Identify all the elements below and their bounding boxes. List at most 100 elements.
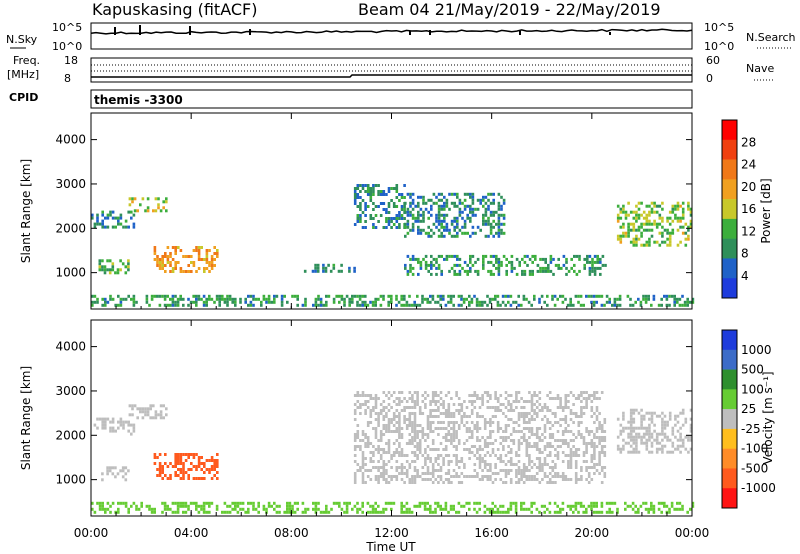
data-cell xyxy=(149,404,152,408)
data-cell xyxy=(543,436,547,439)
data-cell xyxy=(502,222,506,226)
data-cell xyxy=(437,481,440,484)
data-cell xyxy=(494,472,497,475)
data-cell xyxy=(101,259,104,263)
data-cell xyxy=(580,466,583,469)
data-cell xyxy=(364,412,367,415)
data-cell xyxy=(434,510,437,514)
data-cell xyxy=(413,403,417,406)
data-cell xyxy=(382,451,386,454)
data-cell xyxy=(668,231,672,235)
data-cell xyxy=(574,415,578,418)
data-cell xyxy=(156,474,159,477)
data-cell xyxy=(574,475,578,478)
data-cell xyxy=(447,510,450,514)
data-cell xyxy=(444,504,448,508)
data-cell xyxy=(592,504,596,508)
data-cell xyxy=(668,438,672,442)
data-cell xyxy=(121,469,125,473)
data-cell xyxy=(443,207,446,211)
data-cell xyxy=(442,436,445,439)
data-cell xyxy=(127,469,130,473)
data-cell xyxy=(644,300,648,304)
data-cell xyxy=(650,420,654,424)
data-cell xyxy=(421,412,425,415)
data-cell xyxy=(456,231,459,235)
data-cell xyxy=(241,507,245,511)
data-cell xyxy=(361,226,365,229)
data-cell xyxy=(435,195,438,199)
data-cell xyxy=(520,504,523,508)
data-cell xyxy=(132,300,136,304)
data-cell xyxy=(535,445,539,448)
data-cell xyxy=(569,409,573,412)
data-cell xyxy=(187,474,190,477)
data-cell xyxy=(106,501,110,505)
data-cell xyxy=(101,303,104,307)
data-cell xyxy=(482,198,485,202)
data-cell xyxy=(578,269,581,273)
data-cell xyxy=(590,409,594,412)
data-cell xyxy=(343,510,346,514)
data-cell xyxy=(345,507,349,511)
data-cell xyxy=(637,450,641,454)
data-cell xyxy=(418,303,422,307)
data-cell xyxy=(463,424,466,427)
data-cell xyxy=(567,394,570,397)
data-cell xyxy=(648,411,651,415)
power-ylabel: Slant Range [km] xyxy=(19,159,33,263)
data-cell xyxy=(176,300,180,304)
data-cell xyxy=(497,260,501,264)
data-cell xyxy=(452,475,456,478)
velocity-colorbar-label: Velocity [m s⁻¹] xyxy=(761,371,775,464)
data-cell xyxy=(666,216,669,220)
data-cell xyxy=(398,211,401,214)
data-cell xyxy=(507,394,510,397)
data-cell xyxy=(456,234,459,238)
data-cell xyxy=(208,459,211,462)
data-cell xyxy=(583,263,586,267)
data-cell xyxy=(574,478,578,481)
colorbar-tick-label: -100 xyxy=(741,442,768,456)
data-cell xyxy=(424,397,427,400)
data-cell xyxy=(450,254,454,258)
data-cell xyxy=(678,297,682,301)
data-cell xyxy=(556,430,560,433)
data-cell xyxy=(377,205,380,208)
data-cell xyxy=(153,462,157,465)
data-cell xyxy=(483,439,487,442)
data-cell xyxy=(579,303,583,307)
data-cell xyxy=(366,424,370,427)
data-cell xyxy=(364,442,367,445)
data-cell xyxy=(548,427,552,430)
data-cell xyxy=(580,394,583,397)
data-cell xyxy=(431,442,435,445)
data-cell xyxy=(686,297,689,301)
data-cell xyxy=(228,297,232,301)
data-cell xyxy=(484,219,488,223)
data-cell xyxy=(111,417,115,421)
data-cell xyxy=(564,406,568,409)
data-cell xyxy=(546,394,549,397)
data-cell xyxy=(395,460,399,463)
data-cell xyxy=(517,303,520,307)
data-cell xyxy=(249,501,253,505)
data-cell xyxy=(372,397,375,400)
data-cell xyxy=(483,454,487,457)
data-cell xyxy=(429,457,432,460)
data-cell xyxy=(442,481,445,484)
data-cell xyxy=(684,237,688,241)
data-cell xyxy=(103,271,107,275)
data-cell xyxy=(124,225,128,229)
data-cell xyxy=(369,510,372,514)
data-cell xyxy=(608,507,611,511)
data-cell xyxy=(489,272,493,276)
data-cell xyxy=(658,213,662,217)
data-cell xyxy=(429,424,432,427)
data-cell xyxy=(364,436,367,439)
data-cell xyxy=(278,510,281,514)
data-cell xyxy=(535,430,539,433)
data-cell xyxy=(473,454,477,457)
data-cell xyxy=(648,423,651,427)
data-cell xyxy=(478,466,482,469)
